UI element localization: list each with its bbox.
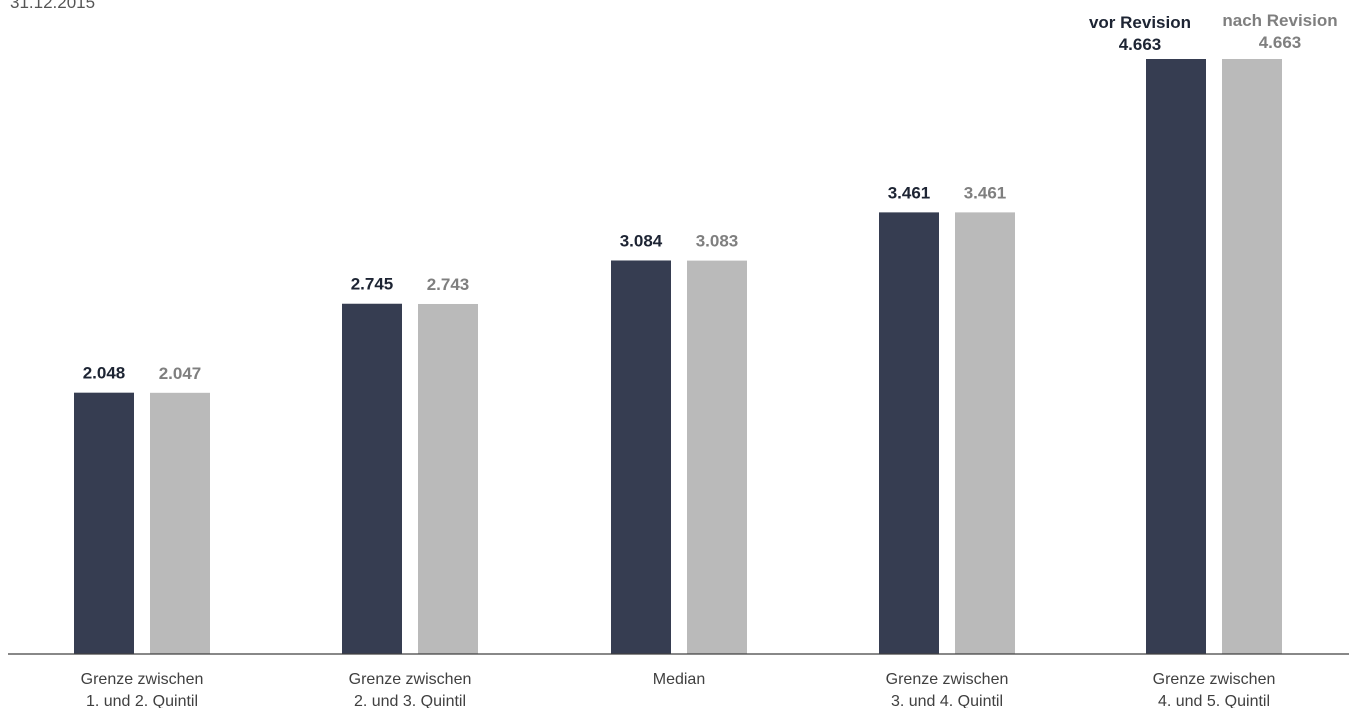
bar-vor-5 bbox=[1146, 59, 1206, 654]
bar-vor-2 bbox=[342, 303, 402, 654]
category-label-4-line-2: 3. und 4. Quintil bbox=[891, 693, 1003, 708]
category-label-3-line-1: Median bbox=[653, 671, 705, 688]
legend: vor Revision 4.663 nach Revision 4.663 bbox=[1089, 11, 1338, 54]
bar-nach-2 bbox=[418, 303, 478, 654]
value-label-nach-4: 3.461 bbox=[964, 183, 1007, 202]
bar-nach-1 bbox=[150, 392, 210, 654]
bar-vor-4 bbox=[879, 212, 939, 655]
value-label-nach-3: 3.083 bbox=[696, 232, 739, 251]
value-label-vor-2: 2.745 bbox=[351, 275, 394, 294]
value-label-vor-4: 3.461 bbox=[888, 183, 931, 202]
date-label: 31.12.2015 bbox=[10, 0, 96, 12]
category-label-2-line-1: Grenze zwischen bbox=[349, 671, 472, 688]
value-labels-group: 2.048 2.047 2.745 2.743 3.084 3.083 3.461 3.461 bbox=[83, 183, 1007, 382]
value-label-vor-3: 3.084 bbox=[620, 231, 663, 250]
category-labels-group: Grenze zwischen 1. und 2. Quintil Grenze z… bbox=[81, 671, 1276, 708]
value-label-vor-1: 2.048 bbox=[83, 364, 126, 383]
value-label-nach-1: 2.047 bbox=[159, 364, 202, 383]
category-label-5-line-1: Grenze zwischen bbox=[1153, 671, 1276, 688]
bar-nach-3 bbox=[687, 260, 747, 654]
bar-vor-3 bbox=[611, 260, 671, 654]
category-label-2-line-2: 2. und 3. Quintil bbox=[354, 693, 466, 708]
value-label-nach-5: 4.663 bbox=[1259, 33, 1302, 52]
bar-nach-4 bbox=[955, 212, 1015, 655]
category-label-5-line-2: 4. und 5. Quintil bbox=[1158, 693, 1270, 708]
category-label-1-line-1: Grenze zwischen bbox=[81, 671, 204, 688]
bar-vor-1 bbox=[74, 392, 134, 654]
category-label-1-line-2: 1. und 2. Quintil bbox=[86, 693, 198, 708]
legend-nach-revision: nach Revision bbox=[1222, 11, 1337, 30]
value-label-vor-5: 4.663 bbox=[1119, 35, 1162, 54]
legend-vor-revision: vor Revision bbox=[1089, 13, 1191, 32]
bar-nach-5 bbox=[1222, 59, 1282, 654]
value-label-nach-2: 2.743 bbox=[427, 275, 470, 294]
bars-group bbox=[74, 59, 1282, 655]
category-label-4-line-1: Grenze zwischen bbox=[886, 671, 1009, 688]
